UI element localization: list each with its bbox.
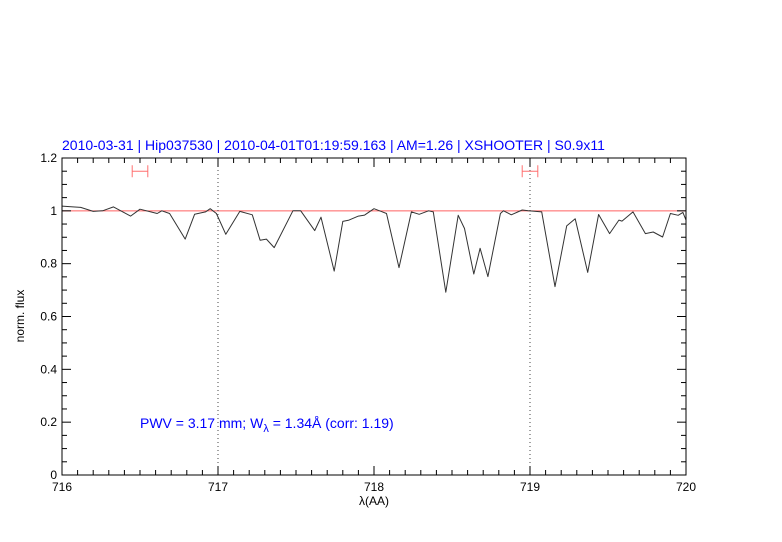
y-tick-label: 0.4: [40, 362, 57, 376]
x-tick-label: 720: [676, 480, 696, 494]
y-tick-label: 1.2: [40, 151, 57, 165]
spectrum-line: [61, 205, 687, 293]
x-tick-label: 719: [520, 480, 540, 494]
chart-title: 2010-03-31 | Hip037530 | 2010-04-01T01:1…: [62, 137, 605, 153]
y-axis-label: norm. flux: [13, 290, 27, 343]
y-tick-label: 0.6: [40, 310, 57, 324]
plot-area: 716 717 718 719 720 0 0.2 0.4 0.6 0.8 1 1.2: [40, 151, 696, 494]
error-bar: [131, 165, 149, 178]
x-tick-label: 718: [364, 480, 384, 494]
x-axis-label: λ(AA): [359, 494, 389, 508]
y-tick-label: 0.2: [40, 415, 57, 429]
y-tick-label: 0: [50, 468, 57, 482]
annotation-prefix: PWV = 3.17 mm; W: [140, 415, 264, 431]
x-tick-label: 716: [52, 480, 72, 494]
annotation-suffix: = 1.34Å (corr: 1.19): [269, 415, 394, 431]
y-tick-label: 0.8: [40, 257, 57, 271]
error-bar: [521, 165, 539, 178]
annotation-subscript: λ: [263, 423, 269, 435]
y-tick-label: 1: [50, 204, 57, 218]
pwv-annotation: PWV = 3.17 mm; Wλ = 1.34Å (corr: 1.19): [140, 415, 394, 435]
x-tick-label: 717: [208, 480, 228, 494]
